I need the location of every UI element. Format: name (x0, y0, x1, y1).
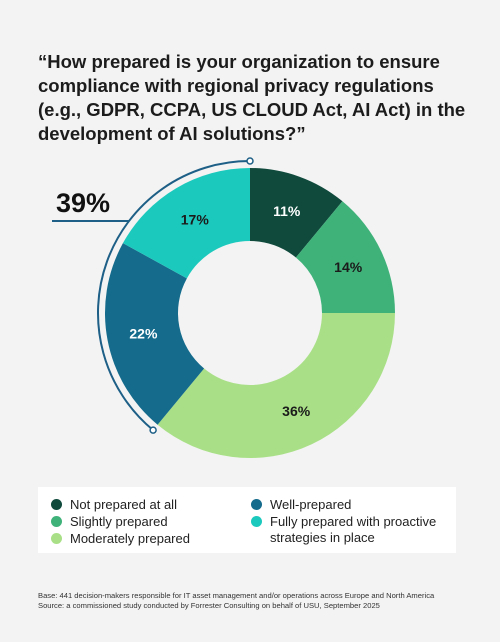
donut-slice-label: 22% (129, 325, 158, 341)
donut-slice-label: 14% (334, 259, 363, 275)
donut-slices (105, 168, 395, 458)
legend-swatch (251, 516, 262, 527)
legend-label: Moderately prepared (70, 531, 190, 546)
legend-item-well-prepared: Well-prepared (251, 497, 351, 513)
footnotes: Base: 441 decision-makers responsible fo… (38, 591, 463, 611)
legend-swatch (51, 499, 62, 510)
legend-label: Not prepared at all (70, 497, 177, 512)
legend-swatch (51, 516, 62, 527)
donut-slice (122, 168, 250, 279)
legend-item-fully-prepared: Fully prepared with proactive strategies… (251, 514, 446, 546)
callout-dot-top (246, 157, 254, 165)
callout-dot-bottom (149, 426, 157, 434)
footnote-source: Source: a commissioned study conducted b… (38, 601, 380, 610)
legend-label: Fully prepared with proactive strategies… (270, 514, 437, 545)
donut-slice-label: 36% (282, 403, 311, 419)
donut-slice (295, 201, 395, 313)
legend-swatch (251, 499, 262, 510)
callout-value: 39% (56, 188, 110, 218)
legend-item-slightly-prepared: Slightly prepared (51, 514, 168, 530)
callout: 39% (52, 157, 254, 434)
legend: Not prepared at all Slightly prepared Mo… (38, 487, 456, 553)
legend-label: Well-prepared (270, 497, 352, 512)
donut-slice (157, 313, 395, 458)
callout-arc (97, 160, 251, 431)
donut-slice-labels: 11% 14% 36% 22% 17% (129, 203, 362, 419)
chart-question-title: “How prepared is your organization to en… (38, 51, 466, 144)
donut-slice (250, 168, 343, 258)
donut-slice-label: 17% (181, 212, 210, 228)
legend-swatch (51, 533, 62, 544)
donut-slice (105, 243, 205, 425)
donut-slice-label: 11% (273, 203, 301, 219)
legend-item-moderately-prepared: Moderately prepared (51, 531, 190, 547)
legend-item-not-prepared: Not prepared at all (51, 497, 177, 513)
footnote-base: Base: 441 decision-makers responsible fo… (38, 591, 435, 600)
legend-label: Slightly prepared (70, 514, 168, 529)
